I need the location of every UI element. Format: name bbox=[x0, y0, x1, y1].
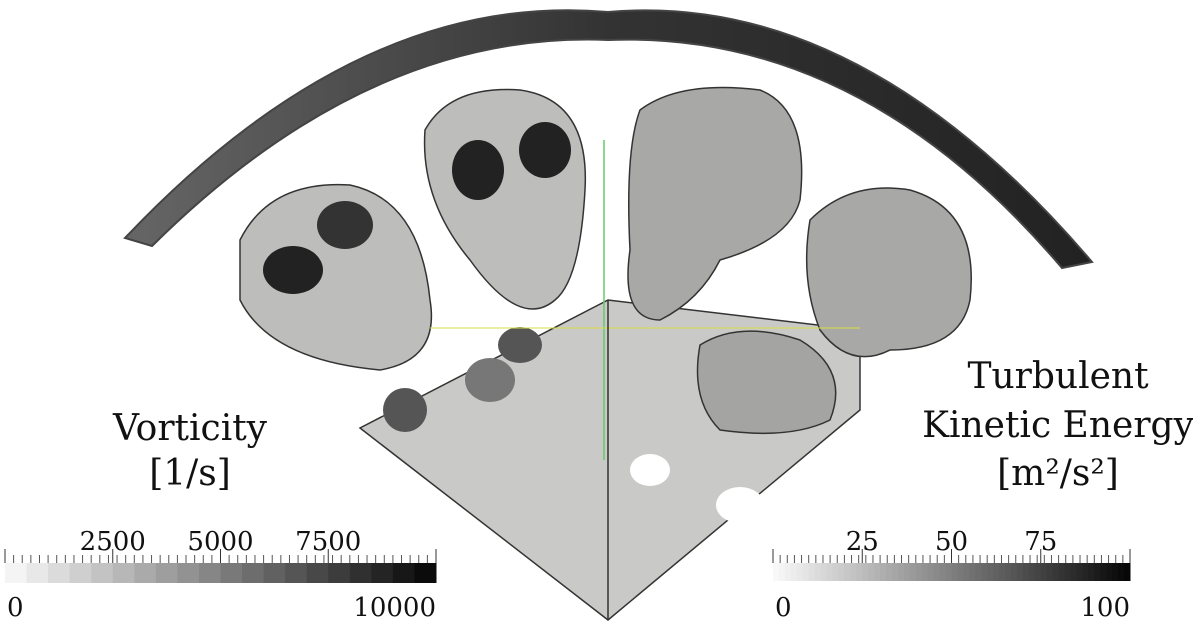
colorbar-band bbox=[156, 563, 178, 583]
colorbar-band bbox=[1053, 563, 1059, 581]
colorbar-band bbox=[48, 563, 70, 583]
tick-label: 50 bbox=[935, 527, 968, 557]
colorbar-band bbox=[892, 563, 898, 581]
colorbar-band bbox=[999, 563, 1005, 581]
colorbar-band bbox=[838, 563, 844, 581]
colorbar-band bbox=[1011, 563, 1017, 581]
colorbar-band bbox=[199, 563, 221, 583]
colorbar-band bbox=[987, 563, 993, 581]
colorbar-band bbox=[242, 563, 264, 583]
colorbar-band bbox=[1005, 563, 1011, 581]
colorbar-band bbox=[886, 563, 892, 581]
colorbar: Vorticity[1/s] 0 2500 5000 7500 10000 bbox=[5, 408, 437, 623]
colorbar-band bbox=[868, 563, 874, 581]
tick-label: 100 bbox=[1080, 593, 1130, 623]
colorbar-band bbox=[70, 563, 92, 583]
colorbar-band bbox=[946, 563, 952, 581]
colorbar-band bbox=[785, 563, 791, 581]
colorbar-band bbox=[1035, 563, 1041, 581]
colorbar-band bbox=[1112, 563, 1118, 581]
tick-label: 5000 bbox=[187, 527, 253, 557]
colorbar-band bbox=[91, 563, 113, 583]
colorbar-band bbox=[874, 563, 880, 581]
tick-label: 2500 bbox=[80, 527, 146, 557]
colorbar-band bbox=[1071, 563, 1077, 581]
colorbar-band bbox=[844, 563, 850, 581]
colorbar-band bbox=[827, 563, 833, 581]
colorbar-title: [m²/s²] bbox=[997, 453, 1119, 494]
colorbar-band bbox=[1029, 563, 1035, 581]
colorbar-band bbox=[27, 563, 49, 583]
colorbar-band bbox=[1088, 563, 1094, 581]
colorbar-band bbox=[856, 563, 862, 581]
colorbar-band bbox=[1118, 563, 1124, 581]
colorbar-band bbox=[821, 563, 827, 581]
colorbar-band bbox=[285, 563, 307, 583]
colorbar-band bbox=[910, 563, 916, 581]
colorbar-band bbox=[797, 563, 803, 581]
colorbar-band bbox=[904, 563, 910, 581]
colorbar-band bbox=[1023, 563, 1029, 581]
tick-label: 10000 bbox=[353, 593, 436, 623]
colorbar-band bbox=[773, 563, 779, 581]
colorbar-band bbox=[1017, 563, 1023, 581]
colorbar-band bbox=[975, 563, 981, 581]
colorbar-band bbox=[264, 563, 286, 583]
colorbar-band bbox=[791, 563, 797, 581]
colorbar-band bbox=[1059, 563, 1065, 581]
colorbar-band bbox=[134, 563, 156, 583]
colorbar-band bbox=[350, 563, 372, 583]
colorbar-band bbox=[934, 563, 940, 581]
colorbar-band bbox=[393, 563, 415, 583]
colorbar-band bbox=[963, 563, 969, 581]
colorbar-band bbox=[1094, 563, 1100, 581]
colorbar-band bbox=[221, 563, 243, 583]
colorbar-band bbox=[957, 563, 963, 581]
colorbar-band bbox=[307, 563, 329, 583]
colorbar-title: Turbulent bbox=[967, 356, 1149, 397]
tick-label: 75 bbox=[1024, 527, 1057, 557]
colorbar-band bbox=[113, 563, 135, 583]
colorbar-band bbox=[981, 563, 987, 581]
colorbar-band bbox=[414, 563, 436, 583]
colorbar-band bbox=[371, 563, 393, 583]
colorbar-band bbox=[328, 563, 350, 583]
colorbar-band bbox=[1047, 563, 1053, 581]
colorbar-band bbox=[850, 563, 856, 581]
colorbar-band bbox=[1076, 563, 1082, 581]
colorbar-title: Vorticity bbox=[112, 408, 268, 449]
colorbar-band bbox=[1106, 563, 1112, 581]
colorbar-band bbox=[803, 563, 809, 581]
colorbar-band bbox=[940, 563, 946, 581]
visualization: Vorticity[1/s] 0 2500 5000 7500 10000 Turbulen… bbox=[0, 0, 1193, 624]
colorbar-band bbox=[952, 563, 958, 581]
colorbar-band bbox=[833, 563, 839, 581]
colorbar-band bbox=[809, 563, 815, 581]
colorbar-band bbox=[862, 563, 868, 581]
tick-label: 0 bbox=[7, 593, 24, 623]
colorbar-band bbox=[969, 563, 975, 581]
colorbar-band bbox=[177, 563, 199, 583]
colorbar-band bbox=[1065, 563, 1071, 581]
colorbar-band bbox=[928, 563, 934, 581]
colorbar-band bbox=[1041, 563, 1047, 581]
colorbar-band bbox=[880, 563, 886, 581]
colorbar-title: [1/s] bbox=[149, 453, 231, 494]
colorbar-title: Kinetic Energy bbox=[922, 405, 1193, 446]
colorbar-band bbox=[779, 563, 785, 581]
colorbar-band bbox=[922, 563, 928, 581]
colorbar-band bbox=[1124, 563, 1130, 581]
tick-label: 25 bbox=[846, 527, 879, 557]
colorbar-band bbox=[993, 563, 999, 581]
tick-label: 7500 bbox=[295, 527, 361, 557]
colorbar-band bbox=[898, 563, 904, 581]
colorbar-band bbox=[1082, 563, 1088, 581]
tick-label: 0 bbox=[775, 593, 792, 623]
colorbar-band bbox=[1100, 563, 1106, 581]
colorbar-band bbox=[916, 563, 922, 581]
colorbar-band bbox=[5, 563, 27, 583]
colorbar-band bbox=[815, 563, 821, 581]
